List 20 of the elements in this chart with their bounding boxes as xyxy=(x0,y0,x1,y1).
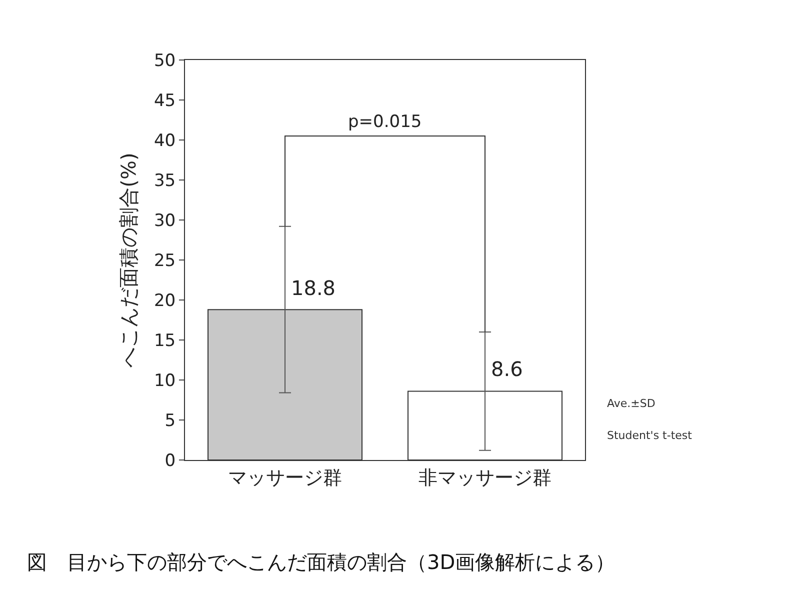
text: 図 目から下の部分でへこんだ面積の割合（3D画像解析による） xyxy=(27,550,616,574)
y-tick-label: 5 xyxy=(164,410,176,431)
data-label: 18.8 xyxy=(291,276,336,300)
y-tick-label: 20 xyxy=(154,290,176,311)
y-axis-title: へこんだ面積の割合(%) xyxy=(116,152,140,368)
y-tick-label: 50 xyxy=(154,50,176,71)
y-tick-label: 35 xyxy=(154,170,176,191)
text: Ave.±SD xyxy=(607,397,656,410)
y-tick-label: 40 xyxy=(154,130,176,151)
annotation: p=0.015 xyxy=(348,112,422,132)
y-tick-label: 25 xyxy=(154,250,176,271)
y-tick-label: 30 xyxy=(154,210,176,231)
y-tick-label: 0 xyxy=(164,450,176,471)
y-tick-label: 45 xyxy=(154,90,176,111)
text: Student's t-test xyxy=(607,429,693,442)
x-tick-label: マッサージ群 xyxy=(228,466,342,489)
y-tick-label: 10 xyxy=(154,370,176,391)
data-label: 8.6 xyxy=(491,357,523,381)
y-tick-label: 15 xyxy=(154,330,176,351)
x-tick-label: 非マッサージ群 xyxy=(418,466,552,489)
